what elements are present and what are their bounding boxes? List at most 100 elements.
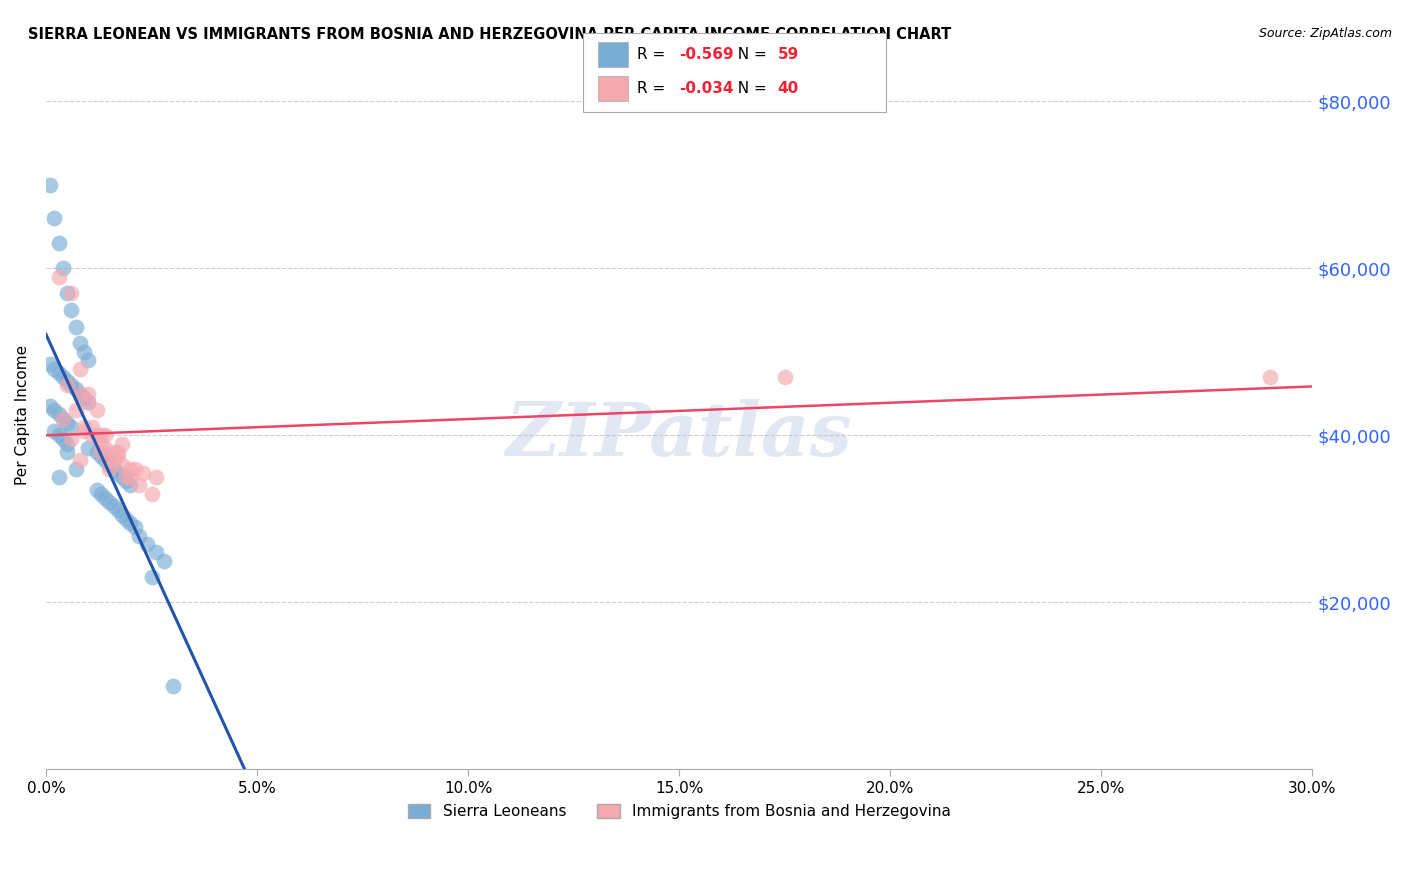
Point: [86, 483, 108, 497]
Point: [77, 441, 100, 455]
Point: [145, 470, 167, 484]
Point: [90, 445, 112, 459]
Point: [111, 436, 134, 450]
Point: [39, 178, 62, 192]
Point: [94, 428, 117, 442]
Point: [86, 428, 108, 442]
Point: [107, 445, 129, 459]
Point: [132, 466, 155, 480]
Point: [52, 411, 75, 425]
Point: [90, 436, 112, 450]
Point: [56, 445, 79, 459]
Point: [52, 261, 75, 276]
Text: R =: R =: [637, 47, 671, 62]
Point: [111, 508, 134, 522]
Point: [44, 211, 66, 226]
Point: [86, 445, 108, 459]
Point: [65, 319, 87, 334]
Point: [56, 378, 79, 392]
Text: 59: 59: [778, 47, 799, 62]
Point: [77, 386, 100, 401]
Point: [98, 453, 121, 467]
Point: [103, 445, 125, 459]
Point: [141, 570, 163, 584]
Point: [56, 416, 79, 430]
Point: [82, 428, 104, 442]
Text: N =: N =: [728, 81, 772, 95]
Text: N =: N =: [728, 47, 772, 62]
Point: [52, 433, 75, 447]
Point: [153, 553, 176, 567]
Point: [48, 428, 70, 442]
Point: [39, 399, 62, 413]
Point: [120, 478, 142, 492]
Point: [86, 403, 108, 417]
Point: [60, 433, 83, 447]
Point: [73, 424, 96, 438]
Point: [44, 403, 66, 417]
Point: [111, 458, 134, 472]
Point: [77, 395, 100, 409]
Point: [1258, 370, 1281, 384]
Point: [145, 545, 167, 559]
Point: [60, 303, 83, 318]
Point: [773, 370, 796, 384]
Point: [48, 408, 70, 422]
Point: [69, 386, 91, 401]
Point: [103, 500, 125, 514]
Point: [115, 475, 138, 489]
Text: SIERRA LEONEAN VS IMMIGRANTS FROM BOSNIA AND HERZEGOVINA PER CAPITA INCOME CORRE: SIERRA LEONEAN VS IMMIGRANTS FROM BOSNIA…: [28, 27, 952, 42]
Point: [107, 503, 129, 517]
Point: [56, 374, 79, 388]
Point: [90, 428, 112, 442]
Point: [141, 487, 163, 501]
Point: [115, 512, 138, 526]
Point: [73, 420, 96, 434]
Point: [69, 361, 91, 376]
Point: [120, 461, 142, 475]
Point: [48, 366, 70, 380]
Point: [120, 470, 142, 484]
Point: [124, 461, 146, 475]
Point: [56, 436, 79, 450]
Point: [60, 286, 83, 301]
Point: [44, 424, 66, 438]
Point: [52, 370, 75, 384]
Point: [48, 269, 70, 284]
Legend: Sierra Leoneans, Immigrants from Bosnia and Herzegovina: Sierra Leoneans, Immigrants from Bosnia …: [402, 798, 957, 825]
Point: [82, 420, 104, 434]
Point: [73, 344, 96, 359]
Point: [65, 461, 87, 475]
Point: [128, 528, 150, 542]
Y-axis label: Per Capita Income: Per Capita Income: [15, 344, 30, 484]
Point: [69, 386, 91, 401]
Point: [162, 679, 184, 693]
Point: [65, 403, 87, 417]
Text: -0.569: -0.569: [679, 47, 734, 62]
Point: [98, 458, 121, 472]
Point: [73, 391, 96, 405]
Point: [77, 395, 100, 409]
Point: [39, 357, 62, 371]
Point: [120, 516, 142, 530]
Point: [115, 470, 138, 484]
Point: [48, 470, 70, 484]
Point: [107, 466, 129, 480]
Point: [103, 461, 125, 475]
Point: [90, 449, 112, 463]
Text: Source: ZipAtlas.com: Source: ZipAtlas.com: [1258, 27, 1392, 40]
Point: [60, 378, 83, 392]
Point: [52, 411, 75, 425]
Text: 40: 40: [778, 81, 799, 95]
Point: [60, 420, 83, 434]
Point: [48, 236, 70, 251]
Point: [65, 383, 87, 397]
Point: [94, 441, 117, 455]
Point: [56, 286, 79, 301]
Point: [98, 495, 121, 509]
Point: [77, 353, 100, 368]
Point: [69, 336, 91, 351]
Point: [44, 361, 66, 376]
Point: [103, 453, 125, 467]
Point: [98, 461, 121, 475]
